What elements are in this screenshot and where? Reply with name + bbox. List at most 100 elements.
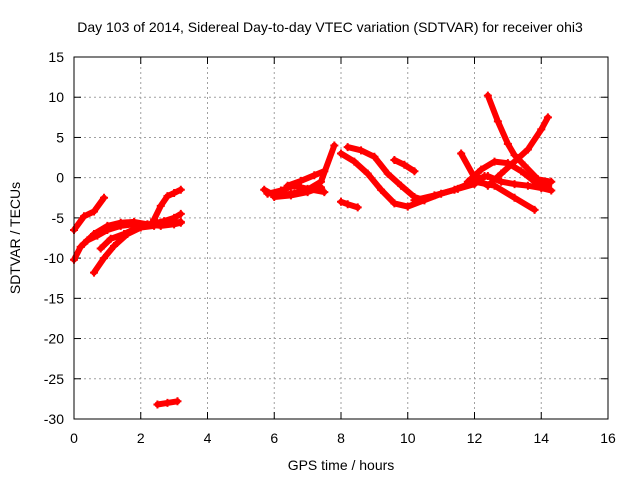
data-point	[503, 139, 512, 148]
data-point	[80, 212, 89, 221]
series-arc-1	[70, 193, 109, 234]
data-point	[410, 167, 419, 176]
data-point	[483, 181, 492, 190]
x-tick-label: 6	[270, 430, 278, 446]
y-tick-label: 15	[48, 49, 64, 65]
x-tick-label: 14	[533, 430, 549, 446]
data-point	[410, 196, 419, 205]
data-point	[100, 193, 109, 202]
data-point	[163, 192, 172, 201]
data-point	[320, 167, 329, 176]
data-point	[103, 221, 112, 230]
data-point	[397, 181, 406, 190]
data-point	[90, 207, 99, 216]
x-axis-ticks: 0 2 4 6 8 10 12 14 16	[70, 57, 616, 446]
x-tick-label: 12	[467, 430, 483, 446]
data-point	[457, 149, 466, 158]
data-layer	[70, 91, 556, 409]
data-point	[450, 185, 459, 194]
x-tick-label: 4	[204, 430, 212, 446]
data-point	[497, 169, 506, 178]
y-tick-label: -10	[44, 250, 64, 266]
y-tick-label: 0	[56, 170, 64, 186]
y-tick-label: -25	[44, 371, 64, 387]
data-point	[176, 185, 185, 194]
data-point	[156, 201, 165, 210]
x-tick-label: 0	[70, 430, 78, 446]
data-point	[493, 117, 502, 126]
data-point	[463, 177, 472, 186]
data-point	[170, 188, 179, 197]
data-point	[363, 169, 372, 178]
data-point	[377, 185, 386, 194]
data-point	[547, 177, 556, 186]
series-arc-15	[390, 155, 419, 176]
data-point	[316, 183, 325, 192]
data-point	[400, 160, 409, 169]
data-point	[320, 188, 329, 197]
data-point	[537, 125, 546, 134]
data-point	[90, 229, 99, 238]
data-point	[483, 91, 492, 100]
series-line	[284, 168, 328, 189]
data-point	[116, 218, 125, 227]
data-point	[543, 113, 552, 122]
x-tick-label: 16	[600, 430, 616, 446]
data-point	[90, 268, 99, 277]
data-point	[390, 155, 399, 164]
y-tick-label: -20	[44, 331, 64, 347]
data-point	[96, 244, 105, 253]
series-arc-20	[470, 172, 556, 195]
data-point	[430, 191, 439, 200]
x-axis-label: GPS time / hours	[288, 457, 395, 473]
series-arc-7	[153, 397, 182, 409]
data-point	[176, 209, 185, 218]
x-tick-label: 8	[337, 430, 345, 446]
x-tick-label: 2	[137, 430, 145, 446]
data-point	[80, 239, 89, 248]
data-point	[310, 171, 319, 180]
data-point	[146, 220, 155, 229]
data-point	[263, 189, 272, 198]
y-tick-label: -15	[44, 290, 64, 306]
data-point	[260, 185, 269, 194]
data-point	[483, 172, 492, 181]
data-point	[490, 157, 499, 166]
data-point	[276, 186, 285, 195]
data-point	[160, 217, 169, 226]
data-point	[383, 169, 392, 178]
data-point	[170, 213, 179, 222]
data-point	[283, 181, 292, 190]
data-point	[100, 254, 109, 263]
data-point	[477, 165, 486, 174]
data-point	[330, 141, 339, 150]
data-point	[130, 217, 139, 226]
x-tick-label: 10	[400, 430, 416, 446]
chart-title: Day 103 of 2014, Sidereal Day-to-day VTE…	[77, 19, 583, 35]
series-arc-11	[270, 183, 325, 201]
y-tick-label: 10	[48, 89, 64, 105]
plot-frame	[73, 56, 609, 420]
data-point	[523, 181, 532, 190]
data-point	[390, 199, 399, 208]
data-point	[537, 184, 546, 193]
data-point	[357, 146, 366, 155]
data-point	[533, 175, 542, 184]
data-point	[343, 143, 352, 152]
data-point	[120, 229, 129, 238]
data-point	[497, 177, 506, 186]
data-point	[510, 193, 519, 202]
series-line	[271, 184, 324, 200]
y-tick-label: 5	[56, 129, 64, 145]
data-point	[153, 400, 162, 409]
data-point	[523, 145, 532, 154]
data-point	[350, 157, 359, 166]
series-line	[71, 194, 107, 233]
data-point	[510, 180, 519, 189]
data-point	[520, 161, 529, 170]
data-point	[270, 192, 279, 201]
series-arc-10	[283, 167, 329, 190]
data-point	[530, 205, 539, 214]
